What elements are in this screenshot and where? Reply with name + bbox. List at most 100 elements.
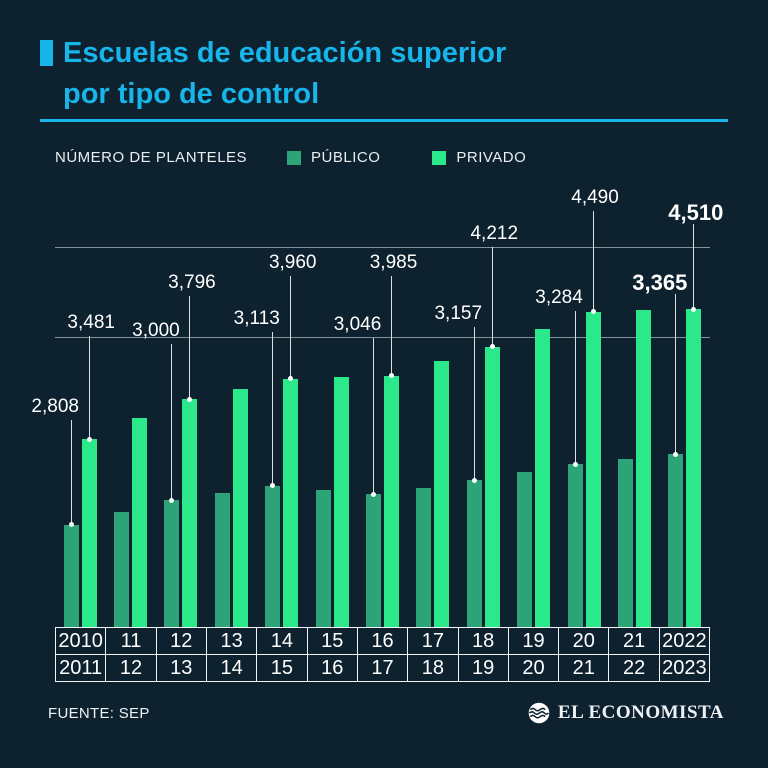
legend-item-privado: PRIVADO	[432, 149, 526, 166]
leader-dot	[489, 344, 495, 350]
bar-privado-2014-2015	[283, 378, 299, 627]
leader-dot	[590, 309, 596, 315]
bar-privado-2010-2011	[81, 439, 97, 627]
legend-label-privado: PRIVADO	[456, 149, 527, 166]
leader-line	[491, 246, 493, 347]
bar-publico-2010-2011	[63, 524, 79, 627]
value-label: 3,113	[233, 307, 280, 329]
bar-publico-2022-2023	[668, 454, 684, 627]
legend-swatch-publico	[287, 150, 302, 165]
year-cell: 12	[106, 655, 157, 681]
bar-publico-2020-2021	[567, 464, 583, 627]
year-cell: 15	[257, 655, 308, 681]
leader-line	[171, 344, 173, 501]
brand-logo: EL ECONOMISTA	[528, 702, 724, 724]
leader-dot	[389, 373, 394, 378]
leader-line	[473, 327, 475, 481]
leader-dot	[371, 491, 376, 497]
leader-line	[272, 331, 274, 486]
bar-publico-2019-2020	[517, 472, 533, 627]
brand-name: EL ECONOMISTA	[557, 702, 724, 723]
bar-publico-2012-2013	[164, 500, 180, 627]
leader-dot	[86, 436, 92, 442]
year-cell: 21	[559, 655, 610, 681]
year-cell: 20	[509, 655, 560, 681]
value-label: 3,960	[268, 251, 317, 273]
value-label: 4,510	[668, 200, 724, 225]
leader-dot	[572, 461, 578, 467]
value-label: 3,284	[535, 287, 583, 309]
gridline	[55, 337, 710, 338]
leader-dot	[187, 396, 193, 402]
leader-line	[592, 210, 594, 312]
page-title-line2: por tipo de control	[63, 78, 320, 110]
bar-privado-2022-2023	[686, 309, 702, 627]
bar-publico-2015-2016	[315, 490, 331, 627]
bar-privado-2012-2013	[182, 399, 198, 627]
leader-line	[189, 296, 191, 400]
year-table: 2010 11 12 13 14 15 16 17 18 19 20 21 2022 2011 12 13 14…	[55, 627, 710, 682]
title-rule	[40, 119, 728, 122]
year-cell: 17	[408, 628, 459, 654]
value-label: 3,157	[434, 303, 483, 325]
year-cell: 12	[157, 628, 207, 654]
value-label: 3,796	[168, 272, 216, 294]
legend-label-publico: PÚBLICO	[311, 149, 381, 166]
bar-privado-2021-2022	[635, 310, 651, 627]
year-cell: 13	[207, 628, 258, 654]
page-title-line1: Escuelas de educación superior	[63, 37, 507, 69]
value-label: 3,481	[67, 312, 115, 334]
title-bullet-icon	[40, 40, 53, 66]
legend: NÚMERO DE PLANTELES PÚBLICO PRIVADO	[55, 149, 578, 166]
bar-privado-2015-2016	[333, 376, 349, 627]
year-cell: 2010	[56, 628, 107, 654]
bar-privado-2017-2018	[434, 360, 450, 627]
bar-privado-2019-2020	[535, 329, 551, 627]
year-cell: 18	[408, 655, 459, 681]
bar-publico-2016-2017	[366, 494, 381, 627]
year-cell: 14	[207, 655, 258, 681]
year-cell: 2011	[56, 655, 107, 681]
legend-swatch-privado	[432, 150, 447, 165]
value-label: 2,808	[31, 395, 79, 417]
gridline	[55, 247, 710, 248]
bar-publico-2021-2022	[617, 459, 633, 627]
bar-publico-2017-2018	[416, 487, 432, 627]
leader-line	[675, 294, 677, 455]
year-cell: 13	[157, 655, 207, 681]
bar-privado-2016-2017	[384, 375, 399, 627]
leader-line	[290, 275, 292, 379]
bar-publico-2013-2014	[214, 493, 230, 627]
bar-publico-2011-2012	[114, 512, 130, 627]
bar-privado-2020-2021	[585, 311, 601, 627]
year-cell: 2022	[662, 629, 707, 652]
leader-line	[373, 338, 374, 495]
year-cell: 11	[106, 628, 157, 654]
value-label: 4,212	[470, 222, 519, 244]
year-cell: 21	[609, 628, 660, 654]
year-cell: 16	[358, 628, 409, 654]
year-row-start: 2010 11 12 13 14 15 16 17 18 19 20 21 2022	[56, 628, 709, 655]
header: Escuelas de educación superior por tipo …	[40, 33, 506, 115]
leader-line	[574, 311, 576, 465]
leader-dot	[169, 497, 175, 503]
bar-publico-2014-2015	[265, 485, 281, 627]
page-title: Escuelas de educación superior por tipo …	[63, 33, 506, 115]
legend-item-publico: PÚBLICO	[287, 149, 380, 166]
axis-title: NÚMERO DE PLANTELES	[55, 149, 248, 166]
leader-dot	[673, 451, 679, 457]
footer: FUENTE: SEP EL ECONOMISTA	[48, 702, 724, 724]
year-cell: 18	[459, 628, 509, 654]
year-cell: 17	[358, 655, 409, 681]
bar-privado-2011-2012	[132, 417, 148, 627]
leader-line	[391, 275, 392, 376]
bar-publico-2018-2019	[466, 480, 482, 627]
leader-dot	[288, 376, 294, 382]
year-row-end: 2011 12 13 14 15 16 17 18 19 20 21 22 2023	[56, 655, 709, 681]
leader-dot	[68, 522, 74, 528]
source-note: FUENTE: SEP	[48, 704, 150, 722]
leader-line	[70, 419, 72, 525]
bar-privado-2013-2014	[232, 388, 248, 627]
